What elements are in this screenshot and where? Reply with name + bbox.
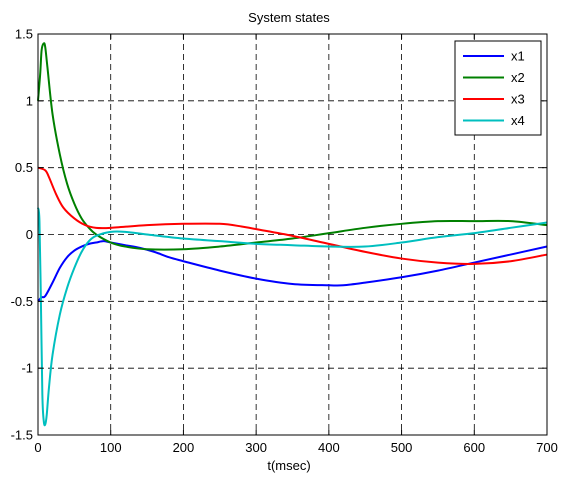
x-tick-label: 300 (245, 440, 267, 455)
x-axis-label: t(msec) (267, 458, 310, 473)
legend-label-x2: x2 (511, 70, 525, 85)
legend-label-x1: x1 (511, 49, 525, 64)
series-layer (37, 42, 548, 427)
y-tick-label: -1 (21, 361, 33, 376)
legend-label-x4: x4 (511, 113, 525, 128)
x-tick-label: 100 (100, 440, 122, 455)
y-tick-label: -1.5 (11, 428, 33, 443)
y-tick-label: -0.5 (11, 294, 33, 309)
legend-label-x3: x3 (511, 92, 525, 107)
x-tick-label: 0 (34, 440, 41, 455)
chart-title: System states (248, 10, 330, 25)
series-line-x2 (37, 42, 548, 251)
y-tick-label: 1 (26, 93, 33, 108)
legend: x1 x2 x3 x4 (454, 40, 542, 136)
ticks (37, 33, 548, 436)
x-tick-label: 500 (391, 440, 413, 455)
tick-labels: 0 100 200 300 400 500 600 700 -1.5 -1 -0.5 0 0.5 1 1.5 (11, 27, 558, 456)
x-tick-label: 200 (173, 440, 195, 455)
y-tick-label: 1.5 (15, 27, 33, 42)
y-tick-label: 0.5 (15, 160, 33, 175)
y-tick-label: 0 (26, 227, 33, 242)
x-tick-label: 600 (463, 440, 485, 455)
x-tick-label: 700 (536, 440, 558, 455)
series-line-x4 (37, 207, 548, 427)
series-line-x3 (37, 166, 548, 265)
x-tick-label: 400 (318, 440, 340, 455)
